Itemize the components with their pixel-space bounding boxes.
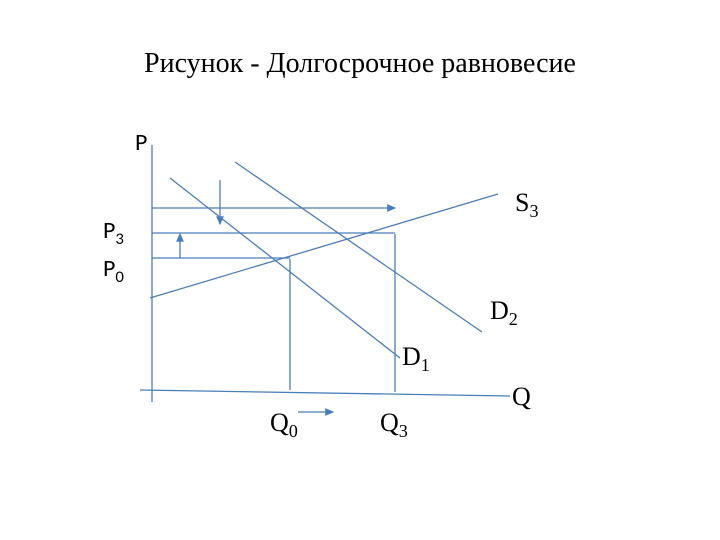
label-Q: Q (512, 382, 531, 412)
label-P3: P3 (103, 216, 124, 249)
axes-group (140, 145, 510, 402)
curve-d2 (235, 162, 482, 332)
label-Q3: Q3 (380, 408, 408, 442)
label-P: P (135, 128, 147, 157)
curve-s3 (150, 194, 498, 298)
curves-group (150, 162, 498, 358)
x-axis (140, 390, 510, 396)
arrows-group (180, 180, 395, 412)
label-Q0: Q0 (270, 408, 298, 442)
slide: { "title": { "text": "Рисунок - Долгосро… (0, 0, 720, 540)
label-S3: S3 (515, 188, 539, 222)
curve-d1 (170, 178, 400, 358)
label-D1: D1 (402, 342, 430, 376)
label-P0: P0 (103, 254, 124, 287)
label-D2: D2 (490, 296, 518, 330)
